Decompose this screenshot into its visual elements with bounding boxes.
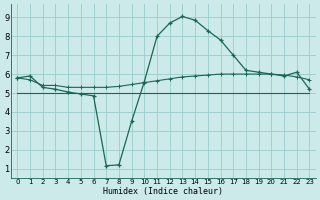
X-axis label: Humidex (Indice chaleur): Humidex (Indice chaleur) bbox=[103, 187, 223, 196]
